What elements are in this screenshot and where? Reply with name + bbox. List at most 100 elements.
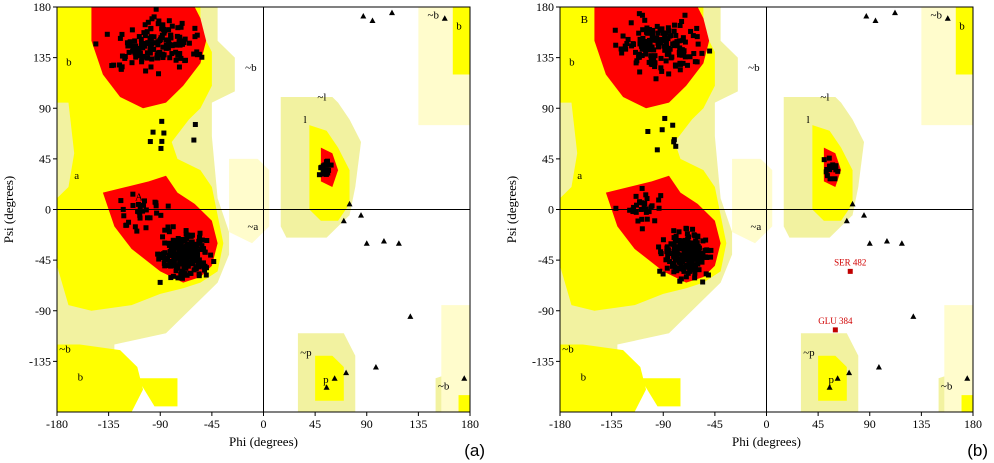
residue-point <box>195 264 201 270</box>
residue-point <box>681 248 687 254</box>
residue-point <box>178 24 184 30</box>
residue-point <box>156 256 162 262</box>
residue-point <box>120 206 126 212</box>
residue-point <box>181 264 187 270</box>
glycine-point <box>346 200 353 207</box>
residue-point <box>161 30 167 36</box>
residue-point <box>186 40 192 46</box>
residue-point <box>666 45 672 51</box>
residue-point <box>643 192 649 198</box>
residue-point <box>165 224 171 230</box>
residue-point <box>628 20 634 26</box>
region-label: b <box>569 57 575 69</box>
residue-point <box>135 208 141 214</box>
glycine-point <box>395 240 402 246</box>
residue-point <box>189 244 195 250</box>
residue-point <box>157 279 163 285</box>
residue-point <box>630 41 636 47</box>
region-label: ~l <box>820 91 829 103</box>
residue-point <box>657 27 663 33</box>
residue-point <box>696 267 702 273</box>
residue-point <box>652 218 658 224</box>
residue-point <box>657 268 663 274</box>
glycine-point <box>898 240 905 246</box>
residue-point <box>665 36 671 42</box>
residue-point <box>671 228 677 234</box>
glycine-point <box>883 238 890 244</box>
y-axis-label: Psi (degrees) <box>504 176 519 244</box>
residue-point <box>184 272 190 278</box>
residue-point <box>148 64 154 70</box>
residue-point <box>652 53 658 59</box>
residue-point <box>676 229 682 235</box>
region-label: l <box>807 114 810 126</box>
region-label: ~b <box>748 62 760 74</box>
residue-point <box>170 224 176 230</box>
residue-point <box>152 199 158 205</box>
region-label: ~a <box>750 221 761 233</box>
y-tick-label: -45 <box>538 253 554 267</box>
residue-point <box>144 29 150 35</box>
x-tick-label: 0 <box>764 417 770 431</box>
residue-point <box>705 272 711 278</box>
residue-point <box>196 273 202 279</box>
residue-point <box>111 62 117 68</box>
residue-point <box>652 64 658 70</box>
residue-point <box>184 257 190 263</box>
residue-point <box>125 43 131 49</box>
residue-point <box>699 259 705 265</box>
residue-point <box>684 231 690 237</box>
residue-point <box>162 256 168 262</box>
y-tick-label: 90 <box>39 101 51 115</box>
residue-point <box>655 40 661 46</box>
residue-point <box>171 249 177 255</box>
glycine-point <box>866 240 873 246</box>
residue-point <box>167 55 173 61</box>
residue-point <box>670 263 676 269</box>
residue-point <box>641 204 647 210</box>
region-label: b <box>581 372 587 384</box>
residue-point <box>156 18 162 24</box>
residue-point <box>143 207 149 213</box>
residue-point <box>695 233 701 239</box>
residue-point <box>647 38 653 44</box>
residue-point <box>695 41 701 47</box>
residue-point <box>185 263 191 269</box>
residue-point <box>636 11 642 17</box>
residue-point <box>686 234 692 240</box>
residue-point <box>695 258 701 264</box>
residue-point <box>137 215 143 221</box>
residue-point <box>167 248 173 254</box>
residue-point <box>178 242 184 248</box>
residue-point <box>694 34 700 40</box>
residue-point <box>195 261 201 267</box>
residue-point <box>136 34 142 40</box>
residue-point <box>633 193 639 199</box>
residue-point <box>197 238 203 244</box>
residue-point <box>163 42 169 48</box>
region-label: ~p <box>300 347 312 359</box>
glycine-point <box>872 17 879 23</box>
region-label: B <box>581 14 588 26</box>
residue-point <box>187 270 193 276</box>
residue-point <box>196 257 202 263</box>
glycine-point <box>369 17 376 23</box>
residue-point <box>683 274 689 280</box>
residue-point <box>671 254 677 260</box>
allowed-region <box>137 378 178 407</box>
residue-point <box>181 40 187 46</box>
residue-point <box>650 27 656 33</box>
residue-point <box>150 129 156 135</box>
residue-point <box>679 256 685 262</box>
residue-point <box>145 19 151 25</box>
allowed-region <box>560 344 647 412</box>
residue-point <box>832 176 838 182</box>
residue-point <box>177 51 183 57</box>
residue-point <box>199 237 205 243</box>
generously-allowed-region <box>944 305 973 412</box>
residue-point <box>658 65 664 71</box>
residue-point <box>612 27 618 33</box>
residue-point <box>639 216 645 222</box>
residue-point <box>633 60 639 66</box>
x-tick-label: -180 <box>46 417 68 431</box>
